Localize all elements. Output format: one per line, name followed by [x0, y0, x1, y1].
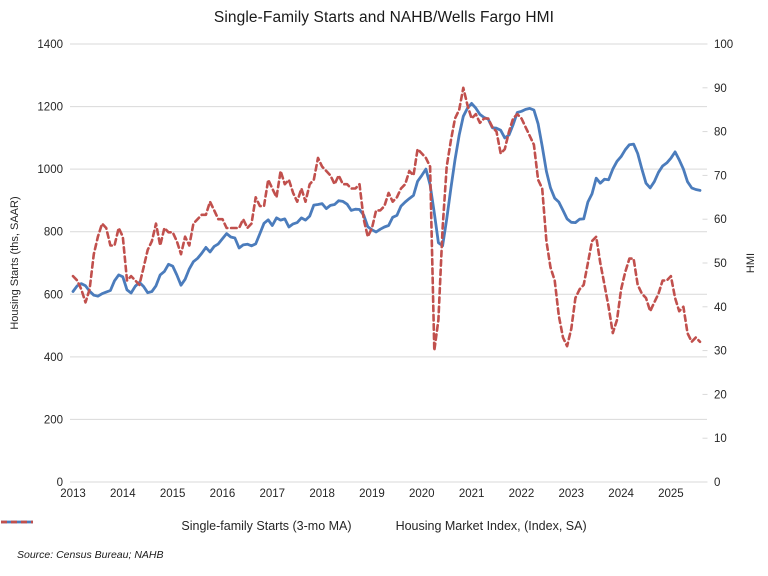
hmi-line-series — [71, 86, 702, 352]
legend-item-hmi: Housing Market Index, (Index, SA) — [1, 519, 587, 533]
left-axis-tick-label: 400 — [44, 352, 63, 364]
right-axis-tick-label: 70 — [714, 170, 727, 182]
legend-dashed-line-swatch — [1, 520, 33, 524]
legend-label-starts: Single-family Starts (3-mo MA) — [181, 519, 352, 533]
right-axis-tick-label: 50 — [714, 258, 727, 270]
right-axis-tick-label: 30 — [714, 346, 727, 358]
x-axis-tick-label: 2019 — [359, 488, 385, 500]
right-axis-title: HMI — [745, 252, 757, 274]
legend-item-starts: Single-family Starts (3-mo MA) — [1, 519, 352, 533]
chart-title: Single-Family Starts and NAHB/Wells Farg… — [213, 9, 555, 26]
left-axis-tick-label: 1000 — [37, 164, 63, 176]
x-axis-tick-label: 2022 — [509, 488, 535, 500]
x-axis-tick-label: 2020 — [409, 488, 435, 500]
right-axis-tick-label: 90 — [714, 83, 727, 95]
x-axis-tick-label: 2024 — [608, 488, 634, 500]
right-axis-tick-label: 0 — [714, 477, 720, 489]
left-axis-tick-label: 800 — [44, 227, 63, 239]
left-axis-tick-label: 1200 — [37, 102, 63, 114]
right-axis-tick-label: 10 — [714, 433, 727, 445]
legend: Single-family Starts (3-mo MA) Housing M… — [0, 519, 768, 533]
x-axis-tick-label: 2023 — [558, 488, 584, 500]
x-axis-tick-label: 2025 — [658, 488, 684, 500]
right-axis-tick-label: 100 — [714, 39, 733, 51]
starts-line-series — [71, 102, 702, 298]
x-axis-tick-label: 2013 — [60, 488, 86, 500]
x-axis-tick-label: 2016 — [210, 488, 236, 500]
left-axis-title: Housing Starts (ths, SAAR) — [9, 196, 21, 330]
x-axis-tick-label: 2021 — [459, 488, 485, 500]
legend-label-hmi: Housing Market Index, (Index, SA) — [395, 519, 587, 533]
left-axis-tick-label: 200 — [44, 414, 63, 426]
source-note: Source: Census Bureau; NAHB — [17, 549, 164, 561]
left-axis-tick-label: 0 — [57, 477, 63, 489]
right-axis-tick-label: 60 — [714, 214, 727, 226]
left-axis-tick-label: 1400 — [37, 39, 63, 51]
x-axis-tick-label: 2018 — [309, 488, 335, 500]
left-axis-tick-label: 600 — [44, 289, 63, 301]
x-axis-tick-label: 2015 — [160, 488, 186, 500]
right-axis-tick-label: 40 — [714, 302, 727, 314]
right-axis-tick-label: 20 — [714, 389, 727, 401]
x-axis-tick-label: 2017 — [260, 488, 286, 500]
right-axis-tick-label: 80 — [714, 127, 727, 139]
x-axis-tick-label: 2014 — [110, 488, 136, 500]
